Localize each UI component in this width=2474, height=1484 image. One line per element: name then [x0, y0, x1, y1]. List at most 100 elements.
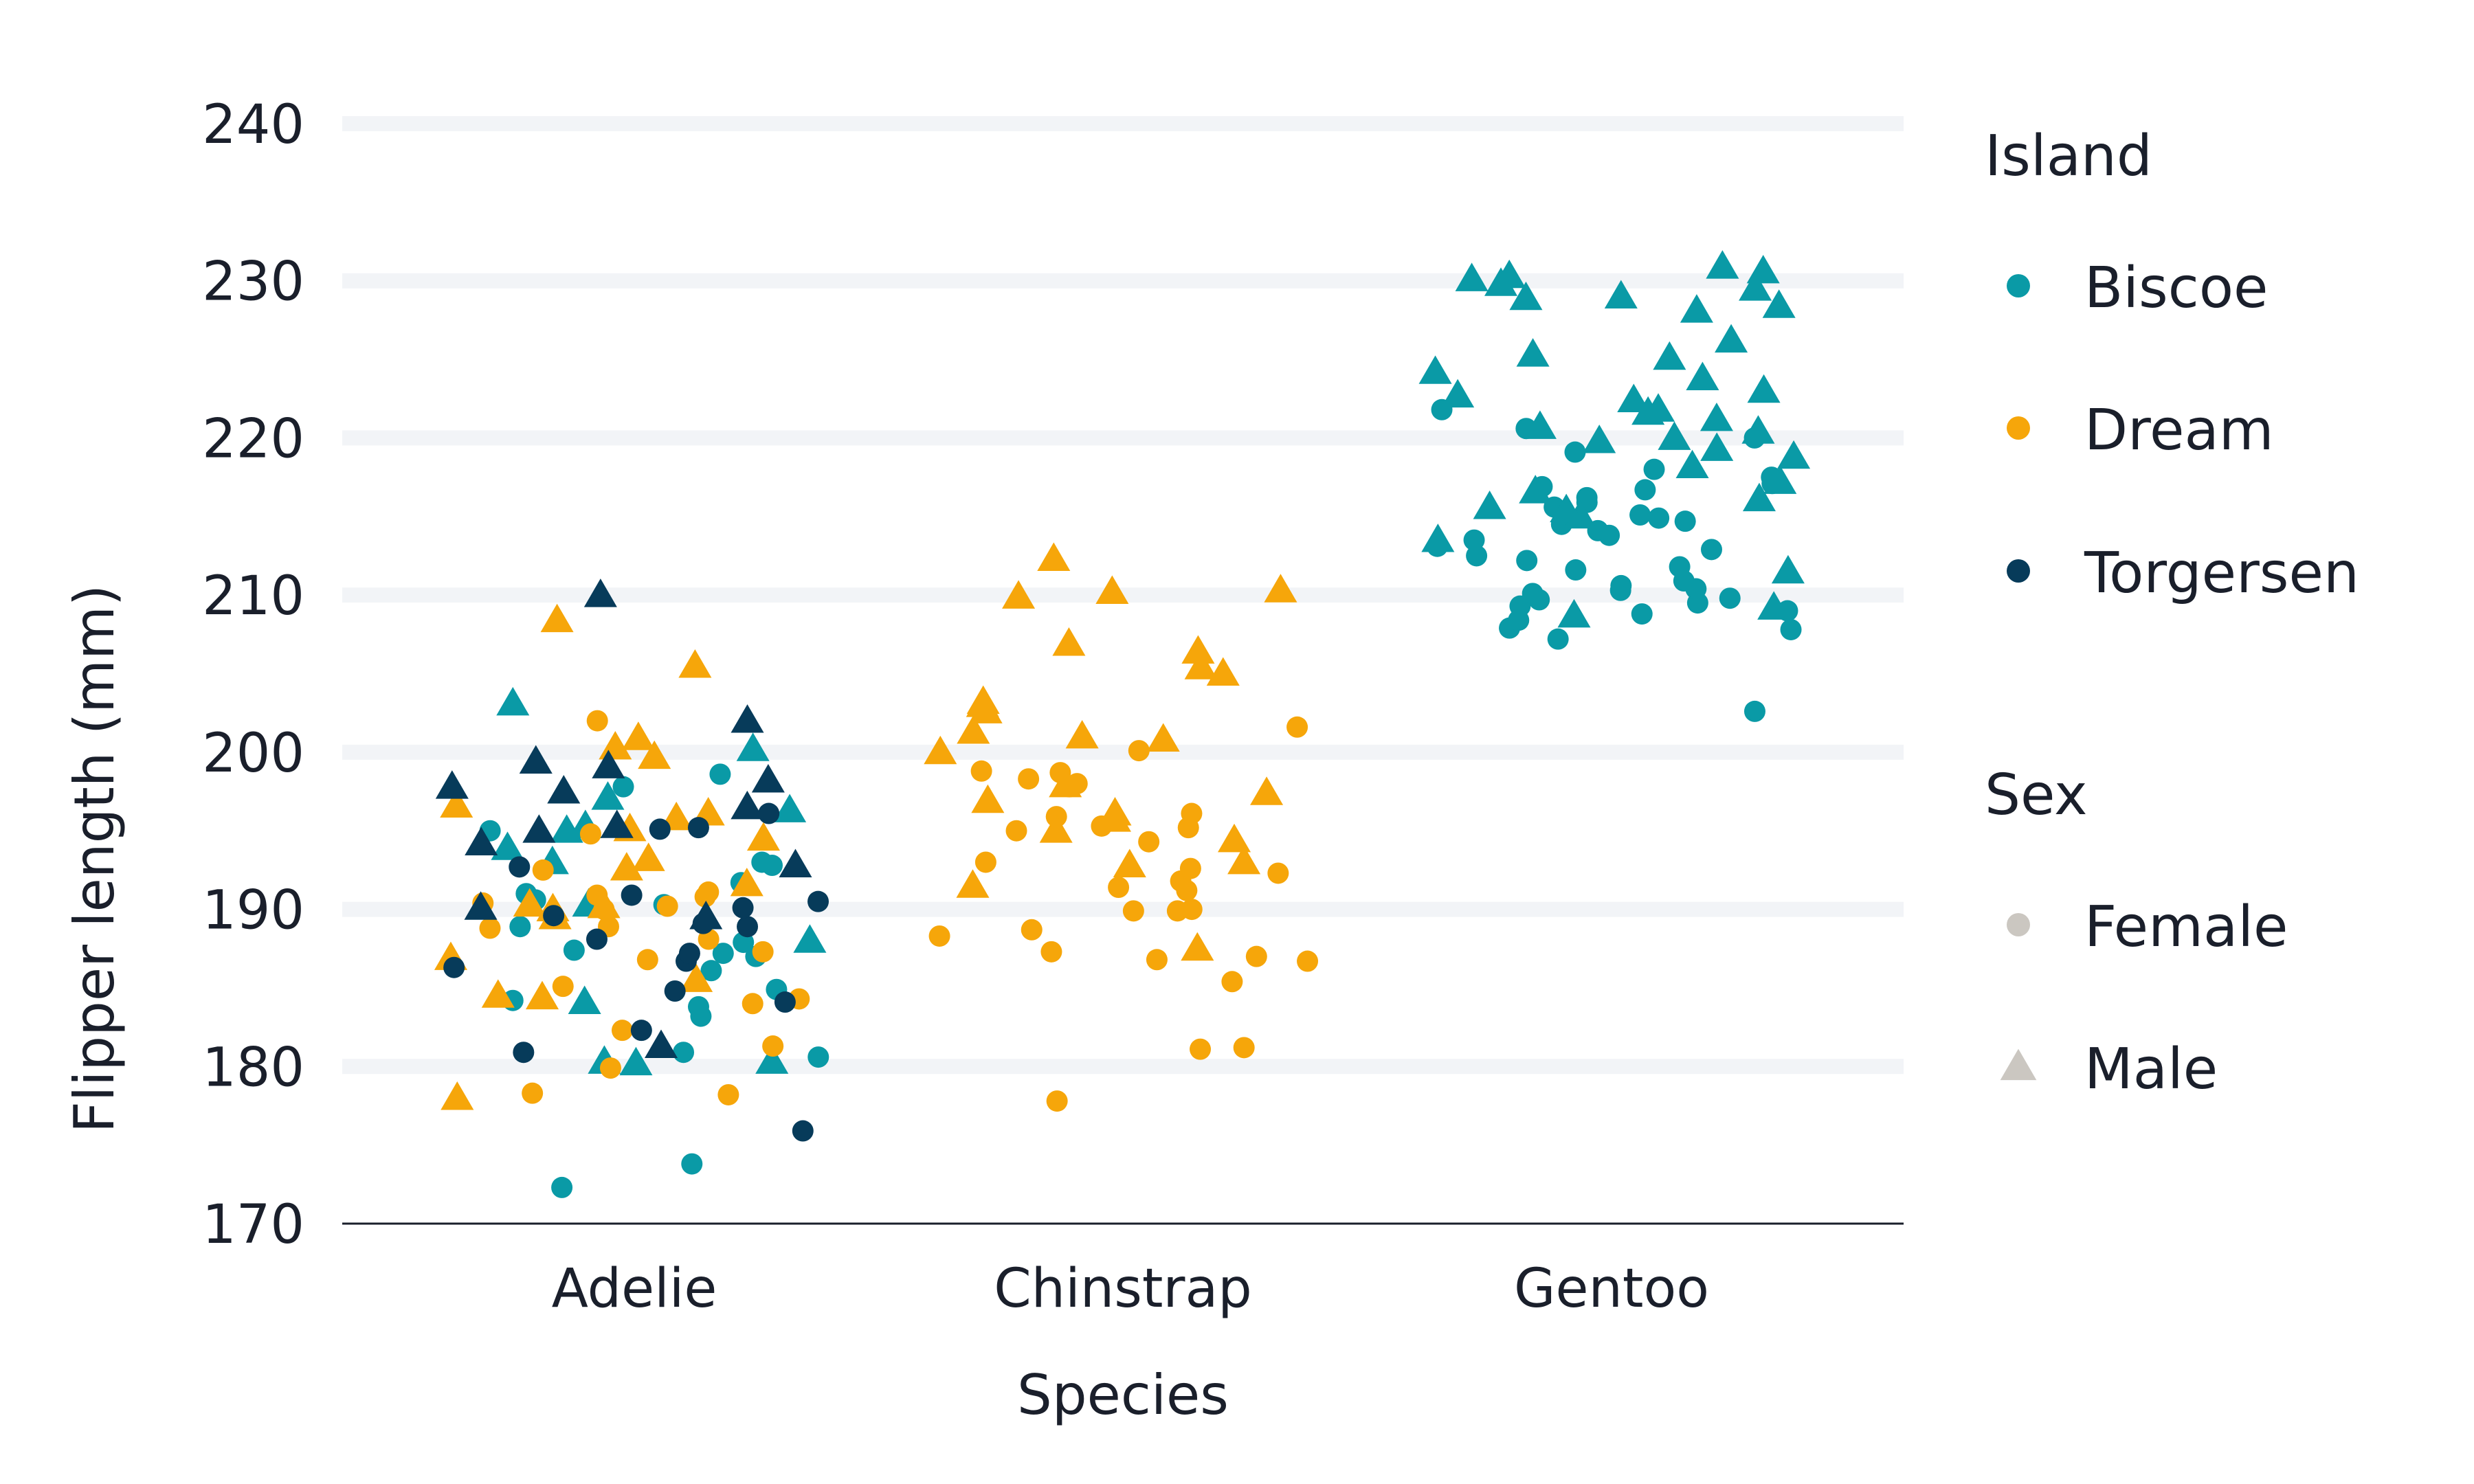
- data-point: [1018, 768, 1040, 790]
- data-point: [1519, 475, 1552, 504]
- data-point: [746, 822, 780, 851]
- data-point: [563, 939, 585, 961]
- data-point: [673, 1042, 695, 1064]
- data-point: [924, 735, 957, 765]
- data-point: [1264, 574, 1297, 603]
- data-point: [586, 710, 608, 732]
- y-tick-label: 200: [202, 723, 304, 785]
- data-point: [736, 732, 770, 761]
- data-point: [956, 869, 990, 898]
- data-point: [649, 818, 671, 840]
- data-point: [751, 764, 785, 793]
- data-point: [636, 949, 658, 971]
- data-point: [1675, 449, 1709, 479]
- data-point: [1604, 280, 1638, 309]
- x-tick-label: Chinstrap: [994, 1258, 1252, 1320]
- y-tick-labels: 170 180 190 200 210 220 230 240: [202, 94, 304, 1256]
- data-point: [1217, 823, 1251, 853]
- data-point: [928, 925, 950, 947]
- data-point: [957, 715, 990, 744]
- data-point: [632, 842, 665, 871]
- data-point: [1509, 281, 1543, 311]
- data-point: [755, 1045, 789, 1074]
- data-point: [1455, 262, 1489, 291]
- data-point: [1719, 587, 1741, 609]
- data-point: [587, 889, 621, 919]
- data-point: [611, 1020, 633, 1042]
- data-point: [1523, 410, 1557, 439]
- data-point: [681, 1153, 703, 1175]
- data-point: [1653, 341, 1686, 370]
- data-point: [1674, 510, 1696, 532]
- data-point: [550, 814, 583, 843]
- data-point: [1739, 272, 1772, 301]
- y-tick-label: 170: [202, 1194, 304, 1256]
- data-point: [709, 763, 731, 785]
- data-point: [551, 1176, 573, 1198]
- data-point: [974, 851, 996, 873]
- data-point: [731, 704, 764, 733]
- x-tick-label: Adelie: [552, 1258, 717, 1320]
- legend-marker: [2007, 913, 2030, 936]
- data-point: [435, 770, 469, 799]
- data-point: [1742, 482, 1776, 512]
- data-point: [1122, 900, 1144, 922]
- data-point: [1700, 402, 1733, 431]
- data-point: [1146, 949, 1168, 971]
- data-point: [579, 823, 601, 845]
- data-point: [1466, 545, 1488, 567]
- data-point: [540, 603, 574, 633]
- data-point: [509, 916, 531, 938]
- legend-marker: [2000, 1048, 2037, 1081]
- data-point: [752, 941, 774, 963]
- data-point: [543, 905, 565, 927]
- data-point: [513, 888, 546, 917]
- data-point: [1757, 591, 1791, 620]
- legend-marker: [2007, 274, 2030, 297]
- data-point: [1493, 259, 1526, 289]
- data-point: [1762, 289, 1796, 318]
- data-point: [441, 1081, 474, 1110]
- data-point: [1128, 740, 1150, 762]
- data-point: [717, 1083, 739, 1105]
- y-tick-label: 180: [202, 1037, 304, 1099]
- data-point: [465, 827, 498, 855]
- data-point: [656, 895, 678, 917]
- data-point: [600, 809, 634, 838]
- data-point: [509, 856, 531, 878]
- data-point: [440, 789, 473, 818]
- data-point: [1780, 618, 1802, 640]
- data-point: [610, 852, 643, 881]
- data-point: [1610, 574, 1632, 596]
- data-point: [1184, 651, 1218, 679]
- data-point: [1040, 941, 1062, 963]
- data-point: [1763, 465, 1797, 494]
- data-point: [1634, 479, 1656, 501]
- data-point: [1516, 550, 1538, 572]
- data-point: [591, 781, 625, 810]
- y-tick-label: 220: [202, 408, 304, 470]
- data-point: [1227, 845, 1261, 875]
- data-point: [774, 991, 796, 1013]
- data-point: [742, 993, 764, 1015]
- data-point: [443, 956, 465, 978]
- data-point: [479, 917, 501, 939]
- data-point: [687, 817, 709, 839]
- data-point: [1686, 361, 1719, 390]
- legend-marker: [2007, 416, 2030, 440]
- data-point: [1297, 950, 1319, 972]
- legend-label: Female: [2084, 895, 2288, 960]
- data-point: [1522, 583, 1544, 605]
- data-point: [621, 884, 643, 906]
- data-point: [970, 760, 992, 782]
- data-point: [762, 1035, 784, 1057]
- data-point: [522, 1082, 544, 1104]
- data-point: [1746, 254, 1780, 284]
- data-point: [619, 1046, 653, 1076]
- y-tick-label: 210: [202, 565, 304, 627]
- data-point: [513, 1042, 535, 1064]
- data-point: [583, 578, 617, 607]
- x-tick-label: Gentoo: [1514, 1258, 1709, 1320]
- data-point: [532, 859, 554, 881]
